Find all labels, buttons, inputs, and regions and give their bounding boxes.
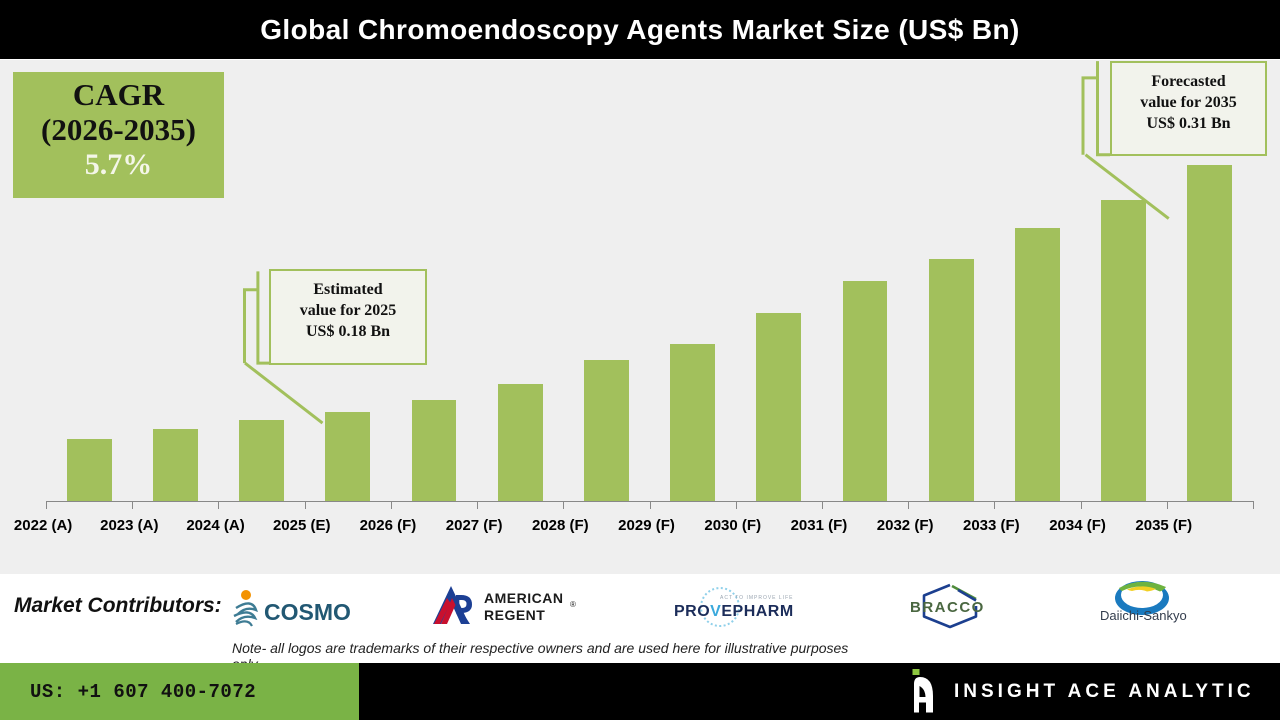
svg-text:AMERICAN: AMERICAN xyxy=(484,590,563,606)
svg-text:®: ® xyxy=(570,600,576,609)
svg-text:PROVEPHARM: PROVEPHARM xyxy=(674,603,794,620)
svg-text:COSMO: COSMO xyxy=(264,599,351,625)
svg-text:Daiichi-Sankyo: Daiichi-Sankyo xyxy=(1100,608,1187,623)
svg-text:BRACCO: BRACCO xyxy=(910,599,985,616)
svg-text:REGENT: REGENT xyxy=(484,607,545,623)
svg-text:ACT TO IMPROVE LIFE: ACT TO IMPROVE LIFE xyxy=(720,595,793,601)
